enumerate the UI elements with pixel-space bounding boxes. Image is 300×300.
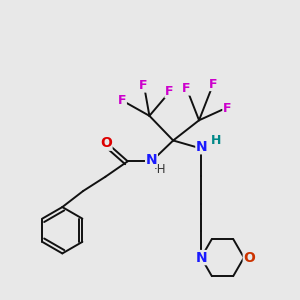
Text: F: F [223, 102, 232, 115]
Text: F: F [139, 79, 147, 92]
Text: F: F [118, 94, 126, 107]
Text: O: O [243, 250, 255, 265]
Text: F: F [165, 85, 174, 98]
Text: F: F [182, 82, 191, 95]
Text: O: O [100, 136, 112, 150]
Text: F: F [209, 77, 218, 91]
Text: N: N [195, 250, 207, 265]
Text: N: N [196, 140, 208, 154]
Text: N: N [146, 153, 157, 167]
Text: ·H: ·H [154, 163, 166, 176]
Text: H: H [211, 134, 221, 147]
